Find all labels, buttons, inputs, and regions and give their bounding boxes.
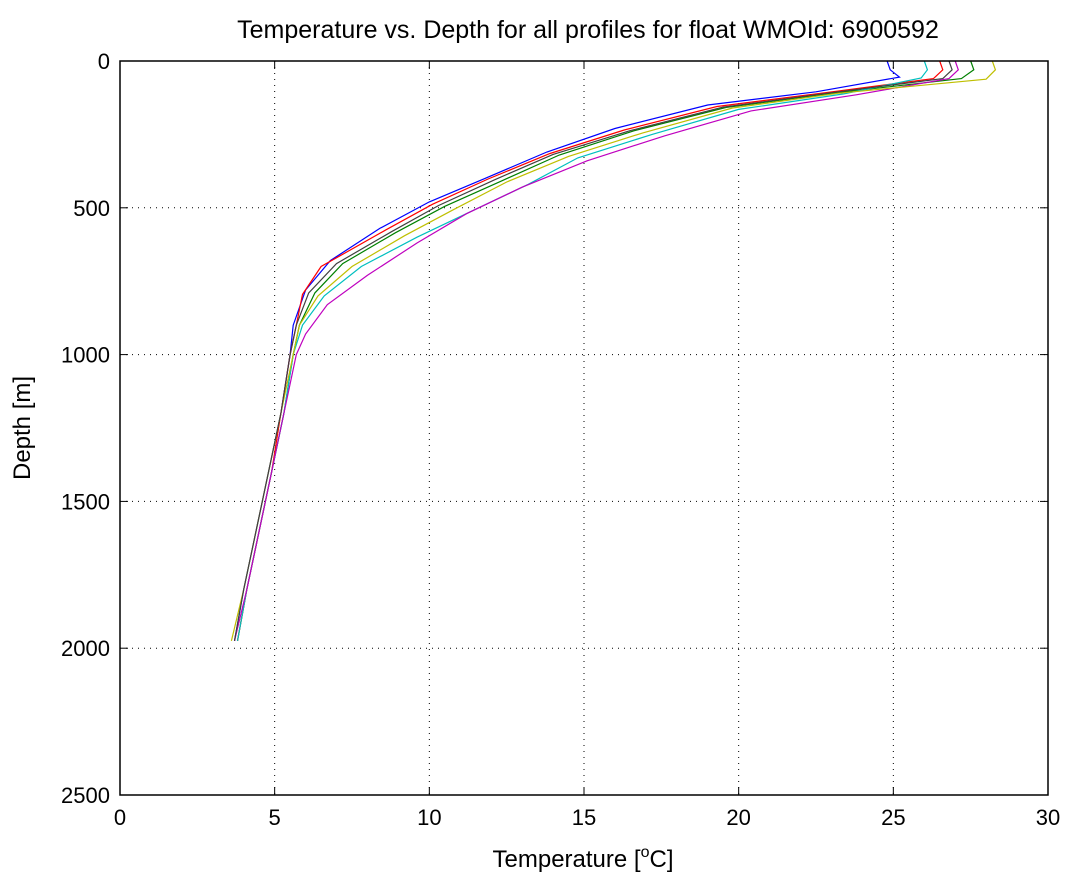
- x-tick-label: 0: [114, 805, 126, 830]
- y-tick-label: 500: [73, 196, 110, 221]
- x-tick-label: 15: [572, 805, 596, 830]
- x-axis-label-unit: C]: [649, 846, 673, 873]
- x-tick-label: 10: [417, 805, 441, 830]
- y-axis-ticks: 0 500 1000 1500 2000 2500: [61, 49, 1048, 808]
- x-tick-label: 20: [726, 805, 750, 830]
- y-tick-label: 0: [98, 49, 110, 74]
- y-tick-label: 1500: [61, 489, 110, 514]
- y-axis-label: Depth [m]: [9, 376, 36, 480]
- profile-line-5: [233, 60, 959, 642]
- x-tick-label: 25: [881, 805, 905, 830]
- x-tick-label: 5: [269, 805, 281, 830]
- x-axis-ticks: 0 5 10 15 20 25 30: [114, 61, 1060, 830]
- x-axis-label-superscript: o: [641, 844, 650, 861]
- profile-lines: [230, 60, 997, 642]
- grid: [120, 61, 1048, 795]
- y-tick-label: 1000: [61, 343, 110, 368]
- chart-title: Temperature vs. Depth for all profiles f…: [237, 16, 939, 44]
- x-axis-label-main: Temperature [: [493, 846, 641, 873]
- x-tick-label: 30: [1036, 805, 1060, 830]
- y-tick-label: 2000: [61, 636, 110, 661]
- x-axis-label: Temperature [oC]: [493, 844, 674, 873]
- profile-line-7: [233, 60, 953, 642]
- y-tick-label: 2500: [61, 783, 110, 808]
